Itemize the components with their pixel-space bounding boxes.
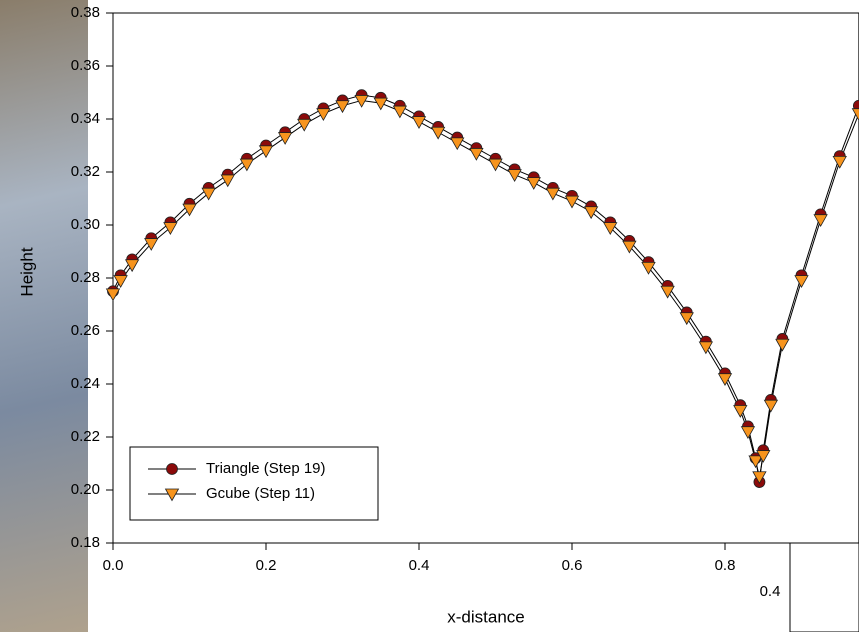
x-axis-label: x-distance: [447, 607, 524, 626]
y-axis-label: Height: [17, 247, 36, 296]
y-tick-label: 0.38: [71, 4, 100, 21]
x-tick-label: 0.8: [715, 557, 736, 574]
y-tick-label: 0.22: [71, 428, 100, 445]
inset-label: 0.4: [760, 583, 781, 600]
legend-box: [130, 447, 378, 520]
y-tick-label: 0.24: [71, 375, 100, 392]
legend-label: Gcube (Step 11): [206, 485, 315, 502]
inset-frame: [790, 543, 859, 632]
legend-marker: [167, 464, 178, 475]
y-tick-label: 0.30: [71, 216, 100, 233]
y-tick-label: 0.32: [71, 163, 100, 180]
y-tick-label: 0.18: [71, 534, 100, 551]
x-tick-label: 0.2: [256, 557, 277, 574]
legend-label: Triangle (Step 19): [206, 460, 326, 477]
x-tick-label: 0.4: [409, 557, 430, 574]
y-tick-label: 0.34: [71, 110, 100, 127]
x-tick-label: 0.6: [562, 557, 583, 574]
y-tick-label: 0.28: [71, 269, 100, 286]
x-tick-label: 0.0: [103, 557, 124, 574]
y-tick-label: 0.36: [71, 57, 100, 74]
y-tick-label: 0.26: [71, 322, 100, 339]
y-tick-label: 0.20: [71, 481, 100, 498]
